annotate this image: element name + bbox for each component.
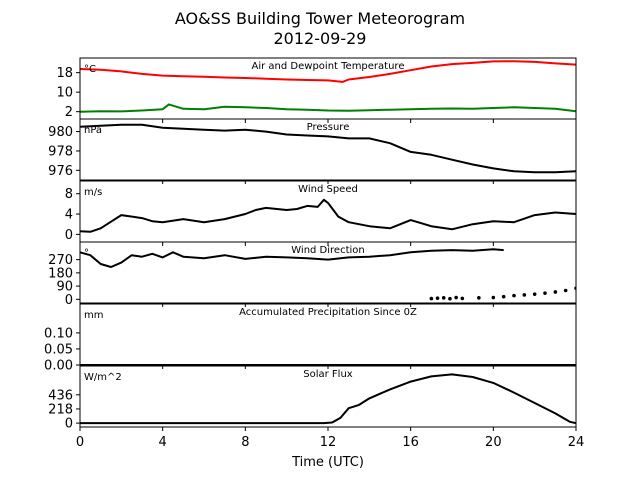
unit-label: mm — [84, 310, 103, 321]
panel-title: Air and Dewpoint Temperature — [252, 61, 405, 72]
pressure-line — [80, 123, 576, 174]
wind_direction_line-line — [80, 248, 504, 268]
chart-subtitle: 2012-09-29 — [274, 29, 367, 48]
wind_direction_points-point — [435, 296, 440, 300]
x-tick-label: 16 — [402, 435, 419, 450]
y-tick-label: 4 — [65, 208, 73, 223]
wind_direction_points-point — [448, 296, 452, 301]
y-tick-label: 0 — [65, 293, 73, 308]
y-tick-label: 0.05 — [44, 342, 73, 357]
wind_direction_points-point — [553, 290, 558, 294]
y-tick-label: 0.00 — [44, 359, 73, 374]
wind_direction_points-point — [429, 296, 434, 301]
x-tick-label: 8 — [241, 435, 249, 450]
unit-label: m/s — [84, 187, 102, 198]
wind_direction_points-point — [501, 294, 506, 299]
x-tick-label: 4 — [159, 435, 167, 450]
wind_direction_points-point — [477, 296, 481, 300]
y-tick-label: 976 — [48, 164, 73, 179]
panel-title: Solar Flux — [303, 369, 353, 380]
wind_direction_points-point — [563, 288, 568, 293]
x-tick-label: 20 — [485, 435, 502, 450]
x-tick-label: 12 — [320, 435, 337, 450]
wind_direction_points-point — [512, 293, 516, 298]
solar_flux-line — [80, 373, 576, 425]
x-axis: 0 4 8 12 16 20 24 — [76, 435, 584, 450]
wind_direction_points-point — [460, 296, 465, 301]
unit-label: W/m^2 — [84, 372, 122, 383]
y-tick-label: 270 — [48, 253, 73, 268]
y-tick-label: 2 — [65, 105, 73, 120]
wind_direction_points-point — [441, 296, 446, 300]
panel-title: Accumulated Precipitation Since 0Z — [239, 307, 417, 318]
x-axis-label: Time (UTC) — [291, 455, 364, 470]
unit-label: hPa — [84, 125, 102, 136]
y-tick-label: 218 — [48, 402, 73, 417]
dewpoint-line — [80, 103, 576, 113]
wind_direction_points-point — [491, 295, 496, 300]
x-tick-label: 24 — [568, 435, 585, 450]
y-tick-label: 0 — [65, 417, 73, 432]
y-tick-label: 180 — [48, 266, 73, 281]
y-tick-label: 0 — [65, 228, 73, 243]
panel-title: Wind Direction — [291, 245, 365, 256]
temperature-line — [80, 60, 576, 83]
y-tick-label: 90 — [56, 280, 73, 295]
y-tick-label: 436 — [48, 388, 73, 403]
panel-title: Wind Speed — [298, 184, 358, 195]
unit-label: °C — [84, 64, 96, 75]
wind_speed-line — [80, 198, 576, 233]
unit-label: ° — [84, 248, 89, 259]
panel-title: Pressure — [307, 122, 350, 133]
panel-precip: 0.00 0.050.10 mm Accumulated Precipitation … — [44, 303, 577, 374]
wind_direction_points-point — [454, 295, 458, 300]
y-tick-label: 980 — [48, 125, 73, 140]
x-tick-label: 0 — [76, 435, 84, 450]
y-tick-label: 10 — [56, 86, 73, 101]
y-tick-label: 18 — [56, 66, 73, 81]
panel-temp: 2 10 18 °C Air and Dewpoint Temperature — [56, 57, 577, 123]
wind_direction_points-point — [543, 291, 547, 295]
panel-pressure: 976 978 980 hPa Pressure — [48, 118, 577, 184]
y-tick-label: 8 — [65, 187, 73, 202]
chart-title: AO&SS Building Tower Meteorogram — [175, 9, 465, 28]
y-tick-label: 978 — [48, 144, 73, 159]
wind_direction_points-point — [522, 293, 527, 297]
y-tick-label: 0.10 — [44, 326, 73, 341]
panel-wind_speed: 0 4 8 m/s Wind Speed — [65, 180, 577, 246]
wind_direction_points-point — [532, 292, 537, 296]
